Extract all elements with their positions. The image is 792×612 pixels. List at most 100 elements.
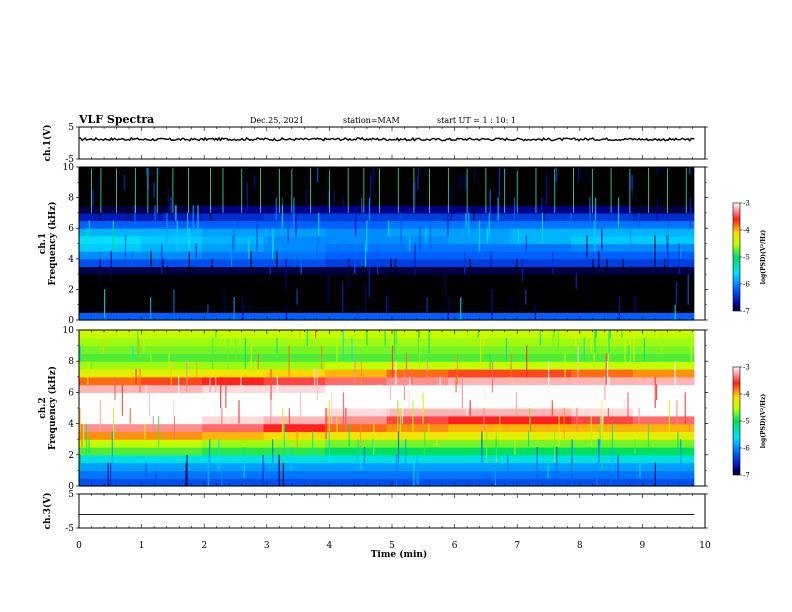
spectrogram-cell [263, 258, 326, 268]
y-tick-label: 5 [68, 490, 74, 500]
spectrogram-streak [639, 454, 641, 479]
spectrogram-cell [325, 478, 388, 487]
spectrogram-streak [306, 330, 308, 346]
spectrogram-streak [377, 384, 379, 416]
spectrogram-cell [202, 258, 265, 268]
spectrogram-cell [79, 312, 142, 321]
spectrogram-streak [350, 174, 352, 198]
spectrogram-streak [526, 274, 528, 290]
spectrogram-streak [385, 297, 388, 313]
spectrogram-streak [135, 369, 137, 385]
spectrogram-cell [386, 462, 449, 471]
spectrogram-streak [186, 361, 188, 393]
spectrogram-streak [242, 297, 244, 321]
spectrogram-streak [372, 439, 374, 455]
spectrogram-streak [667, 243, 669, 267]
spectrogram-streak [151, 400, 153, 416]
spectrogram-cell [386, 189, 449, 199]
spectrogram-streak [624, 337, 626, 369]
spectrogram-streak [207, 454, 209, 486]
spectrogram-streak [656, 167, 658, 175]
spectrogram-cell [202, 376, 265, 386]
spectrogram-cell [263, 423, 326, 432]
spectrogram-streak [491, 289, 493, 320]
spectrogram-streak [276, 251, 278, 275]
spectrogram-streak [155, 470, 157, 486]
spectrogram-streak [598, 251, 600, 282]
spectrogram-cell [325, 235, 388, 245]
spectrogram-cell [79, 400, 142, 409]
spectrogram-streak [393, 167, 395, 175]
spectrogram-cell [448, 415, 511, 425]
spectrogram-cell [448, 454, 511, 464]
spectrogram-streak [433, 167, 435, 183]
spectrogram-cell [202, 447, 265, 456]
spectrogram-cell [632, 447, 695, 456]
spectrogram-streak [486, 431, 488, 463]
spectrogram-streak [675, 281, 678, 305]
spectrogram-cell [448, 274, 511, 283]
spectrogram-streak [518, 167, 520, 175]
spectrogram-cell [448, 361, 511, 370]
spectrogram-streak [356, 297, 358, 313]
spectrogram-streak [674, 304, 676, 320]
spectrogram-streak [327, 274, 329, 305]
spectrogram-streak [400, 212, 402, 244]
x-tick-label: 1 [139, 541, 145, 551]
spectrogram-streak [233, 220, 235, 252]
spectrogram-streak [368, 266, 370, 297]
spectrogram-streak [107, 462, 109, 486]
spectrogram-streak [649, 330, 651, 338]
spectrogram-streak [539, 330, 541, 346]
spectrogram-streak [601, 228, 603, 252]
colorbar-label: log(PSD)(V²/Hz) [760, 230, 767, 285]
spectrogram-streak [254, 174, 256, 190]
spectrogram-streak [654, 376, 656, 408]
spectrogram-cell [509, 220, 572, 229]
y-axis-label: Frequency (kHz) [47, 366, 58, 450]
spectrogram-cell [632, 478, 695, 487]
spectrogram-streak [360, 454, 362, 471]
spectrogram-streak [588, 197, 590, 213]
spectrogram-streak [481, 431, 483, 463]
spectrogram-streak [138, 337, 140, 354]
spectrogram-cell [79, 220, 142, 229]
spectrogram-cell [263, 447, 326, 456]
spectrogram-streak [163, 212, 165, 229]
spectrogram-cell [140, 423, 203, 432]
spectrogram-streak [196, 361, 198, 377]
spectrogram-streak [112, 220, 114, 252]
spectrogram-streak [480, 337, 482, 369]
spectrogram-streak [227, 337, 229, 369]
spectrogram-streak [195, 243, 197, 259]
spectrogram-streak [552, 251, 554, 275]
spectrogram-streak [590, 415, 592, 447]
spectrogram-cell [571, 304, 634, 313]
spectrogram-streak [419, 228, 421, 252]
spectrogram-cell [140, 281, 203, 290]
spectrogram-streak [379, 384, 381, 408]
spectrogram-streak [674, 361, 676, 385]
spectrogram-cell [79, 297, 142, 306]
x-tick-label: 9 [640, 541, 646, 551]
spectrogram-streak [629, 228, 632, 252]
spectrogram-cell [632, 258, 695, 268]
spectrogram-cell [79, 197, 142, 206]
spectrogram-streak [243, 447, 245, 479]
spectrogram-streak [511, 297, 513, 313]
spectrogram-cell [509, 212, 572, 222]
spectrogram-streak [275, 197, 277, 221]
spectrogram-cell [263, 353, 326, 362]
spectrogram-cell [79, 423, 142, 432]
spectrogram-cell [325, 182, 388, 191]
spectrogram-streak [290, 447, 292, 471]
spectrogram-cell [386, 353, 449, 362]
spectrogram-streak [161, 243, 163, 275]
spectrogram-cell [202, 408, 265, 417]
spectrogram-cell [325, 304, 388, 313]
date-label: Dec.25, 2021 [250, 116, 304, 125]
figure-title: VLF Spectra [78, 113, 154, 126]
spectrogram-cell [325, 312, 388, 321]
spectrogram-cell [79, 431, 142, 440]
spectrogram-streak [296, 289, 298, 305]
